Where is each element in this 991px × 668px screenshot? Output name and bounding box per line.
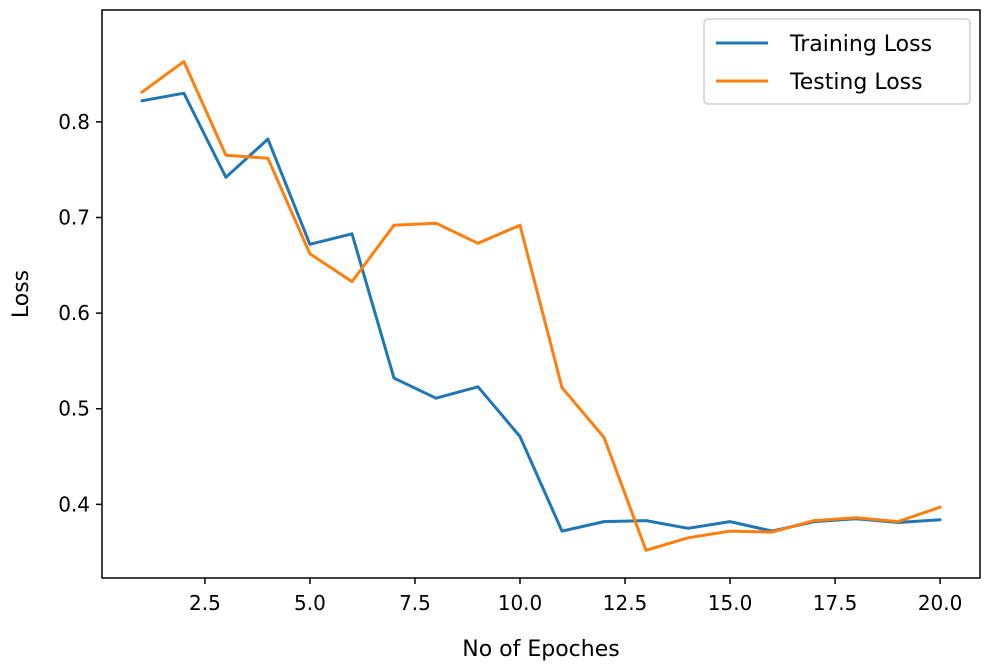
x-tick-label: 5.0	[294, 591, 326, 615]
y-axis-label: Loss	[9, 270, 34, 318]
x-tick-label: 2.5	[189, 591, 221, 615]
y-tick-label: 0.7	[58, 206, 90, 230]
x-tick-label: 7.5	[399, 591, 431, 615]
x-tick-label: 15.0	[708, 591, 753, 615]
x-tick-label: 10.0	[498, 591, 543, 615]
plot-area	[101, 9, 981, 579]
legend-box	[703, 18, 971, 105]
x-tick-label: 20.0	[918, 591, 963, 615]
legend-label-testing-loss: Testing Loss	[789, 70, 923, 95]
legend-label-training-loss: Training Loss	[789, 32, 932, 57]
y-tick-label: 0.5	[58, 397, 90, 421]
legend: Training Loss Testing Loss	[703, 18, 971, 105]
x-axis-label: No of Epoches	[462, 637, 619, 662]
y-tick-label: 0.8	[58, 110, 90, 134]
series-line-testing-loss	[140, 60, 942, 552]
y-tick-label: 0.6	[58, 301, 90, 325]
x-tick-label: 12.5	[603, 591, 648, 615]
y-tick-label: 0.4	[58, 492, 90, 516]
x-tick-label: 17.5	[813, 591, 858, 615]
